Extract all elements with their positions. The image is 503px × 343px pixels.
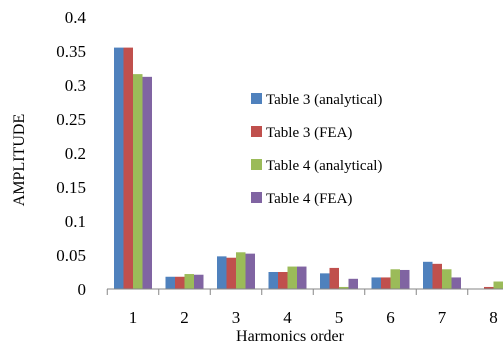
legend-swatch — [251, 93, 262, 104]
legend-swatch — [251, 126, 262, 137]
bar — [287, 266, 297, 289]
bar — [133, 74, 143, 290]
bar — [123, 47, 133, 289]
x-tick-label: 7 — [438, 308, 447, 327]
bar — [451, 277, 461, 289]
bar — [423, 261, 433, 289]
bar — [114, 47, 124, 289]
bar — [320, 273, 330, 289]
bar — [442, 269, 452, 289]
bar — [339, 286, 349, 289]
bar — [165, 276, 175, 289]
x-tick-label: 1 — [129, 308, 138, 327]
legend-label: Table 4 (FEA) — [266, 191, 352, 207]
x-axis-title: Harmonics order — [236, 328, 345, 343]
x-tick-label: 4 — [283, 308, 292, 327]
bar — [268, 272, 278, 289]
bar — [493, 281, 503, 289]
y-tick-label: 0.1 — [65, 212, 86, 231]
y-axis-ticks: 0 0.05 0.1 0.15 0.2 0.25 0.3 0.35 0.4 — [56, 8, 86, 299]
bar — [226, 257, 236, 289]
x-axis-ticks: 1 2 3 4 5 6 7 8 — [106, 289, 498, 327]
bar — [381, 277, 391, 289]
y-tick-label: 0.2 — [65, 144, 86, 163]
legend: Table 3 (analytical) Table 3 (FEA) Table 4… — [251, 92, 382, 207]
bar — [184, 274, 194, 289]
y-tick-label: 0 — [78, 280, 87, 299]
bar — [371, 277, 381, 289]
x-tick-label: 2 — [180, 308, 189, 327]
x-tick-label: 5 — [335, 308, 344, 327]
bar — [175, 276, 185, 289]
bar — [245, 253, 255, 289]
bar — [329, 267, 339, 289]
legend-label: Table 4 (analytical) — [266, 158, 382, 174]
y-tick-label: 0.25 — [56, 110, 86, 129]
bar — [432, 263, 442, 289]
bars — [114, 47, 503, 290]
x-tick-label: 6 — [386, 308, 395, 327]
bar — [142, 76, 152, 289]
legend-swatch — [251, 192, 262, 203]
bar — [278, 272, 288, 289]
bar — [236, 252, 246, 289]
legend-label: Table 3 (analytical) — [266, 92, 382, 108]
legend-swatch — [251, 159, 262, 170]
bar — [400, 269, 410, 289]
y-tick-label: 0.3 — [65, 76, 86, 95]
bar — [217, 256, 227, 289]
x-tick-label: 8 — [489, 308, 498, 327]
bar — [194, 274, 204, 289]
y-tick-label: 0.05 — [56, 246, 86, 265]
y-tick-label: 0.35 — [56, 42, 86, 61]
bar — [390, 269, 400, 289]
y-axis-title: AMPLITUDE — [11, 114, 28, 206]
bar — [484, 286, 494, 289]
legend-label: Table 3 (FEA) — [266, 125, 352, 141]
bar — [297, 266, 307, 289]
y-tick-label: 0.4 — [65, 8, 87, 27]
x-tick-label: 3 — [232, 308, 241, 327]
bar — [348, 278, 358, 289]
y-tick-label: 0.15 — [56, 178, 86, 197]
